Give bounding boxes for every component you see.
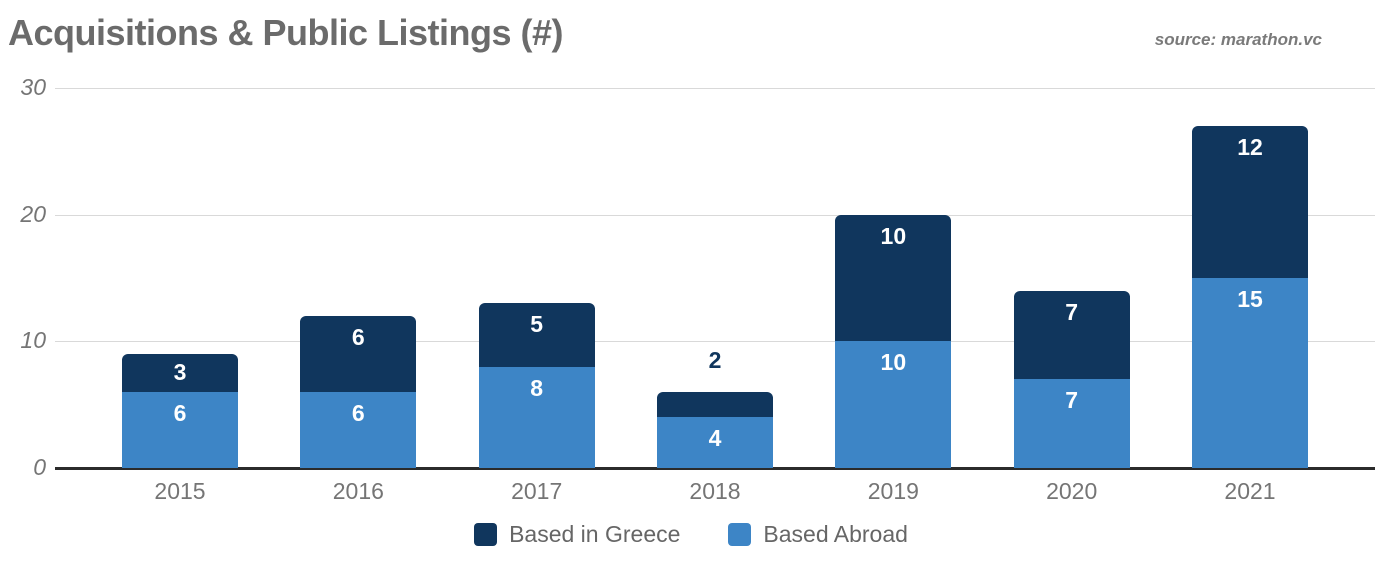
bar-segment-greece-2016: 6 — [300, 316, 417, 392]
legend-item-greece: Based in Greece — [474, 521, 680, 548]
y-tick-label-10: 10 — [20, 327, 46, 354]
bar-segment-greece-2018 — [657, 392, 773, 418]
bar-label-greece-2020: 7 — [1065, 298, 1079, 325]
x-tick-label-2018: 2018 — [689, 478, 741, 504]
bar-label-greece-2017: 5 — [530, 311, 544, 338]
bar-segment-greece-2019: 10 — [835, 214, 952, 342]
bar-segment-abroad-2020: 7 — [1013, 379, 1130, 468]
legend: Based in Greece Based Abroad — [0, 521, 1382, 548]
chart-title: Acquisitions & Public Listings (#) — [8, 12, 564, 53]
legend-item-abroad: Based Abroad — [728, 521, 908, 548]
legend-swatch-greece — [474, 523, 498, 546]
bar-label-abroad-2020: 7 — [1065, 387, 1079, 414]
x-axis-line — [55, 467, 1375, 470]
x-tick-label-2016: 2016 — [332, 478, 384, 504]
legend-swatch-abroad — [728, 523, 752, 546]
y-tick-label-0: 0 — [33, 454, 46, 480]
y-tick-label-20: 20 — [20, 200, 46, 227]
gridline-30 — [55, 88, 1375, 89]
bar-segment-abroad-2019: 10 — [835, 341, 952, 468]
bar-segment-abroad-2021: 15 — [1192, 278, 1308, 468]
bar-label-greece-2015: 3 — [173, 359, 187, 385]
bar-label-abroad-2018: 4 — [708, 425, 722, 452]
bar-label-abroad-2016: 6 — [351, 400, 365, 426]
x-tick-label-2020: 2020 — [1046, 478, 1098, 504]
gridline-20 — [55, 214, 1375, 216]
bar-segment-abroad-2018: 4 — [657, 417, 773, 468]
bar-segment-abroad-2017: 8 — [478, 366, 595, 468]
bar-label-abroad-2017: 8 — [530, 374, 544, 401]
bar-label-greece-2018: 2 — [708, 347, 722, 373]
bar-segment-abroad-2016: 6 — [300, 392, 417, 468]
legend-label-abroad: Based Abroad — [763, 521, 908, 547]
legend-label-greece: Based in Greece — [509, 521, 681, 547]
x-tick-label-2015: 2015 — [154, 478, 206, 504]
bar-segment-greece-2015: 3 — [122, 354, 238, 392]
gridline-10 — [55, 341, 1375, 343]
bar-segment-greece-2021: 12 — [1192, 126, 1308, 278]
bar-label-greece-2019: 10 — [880, 222, 907, 249]
bar-segment-abroad-2015: 6 — [122, 392, 238, 468]
bar-label-greece-2016: 6 — [351, 324, 365, 350]
source-attribution: source: marathon.vc — [1154, 30, 1322, 49]
y-tick-label-30: 30 — [20, 74, 46, 100]
x-tick-label-2021: 2021 — [1224, 478, 1276, 504]
x-tick-label-2017: 2017 — [511, 478, 563, 504]
bar-label-abroad-2019: 10 — [880, 349, 907, 376]
x-tick-label-2019: 2019 — [867, 478, 919, 504]
bar-segment-greece-2020: 7 — [1013, 290, 1130, 380]
bar-label-abroad-2021: 15 — [1237, 286, 1263, 312]
bar-label-abroad-2015: 6 — [173, 400, 187, 426]
bar-label-greece-2021: 12 — [1237, 134, 1263, 160]
bar-segment-greece-2017: 5 — [478, 303, 595, 367]
